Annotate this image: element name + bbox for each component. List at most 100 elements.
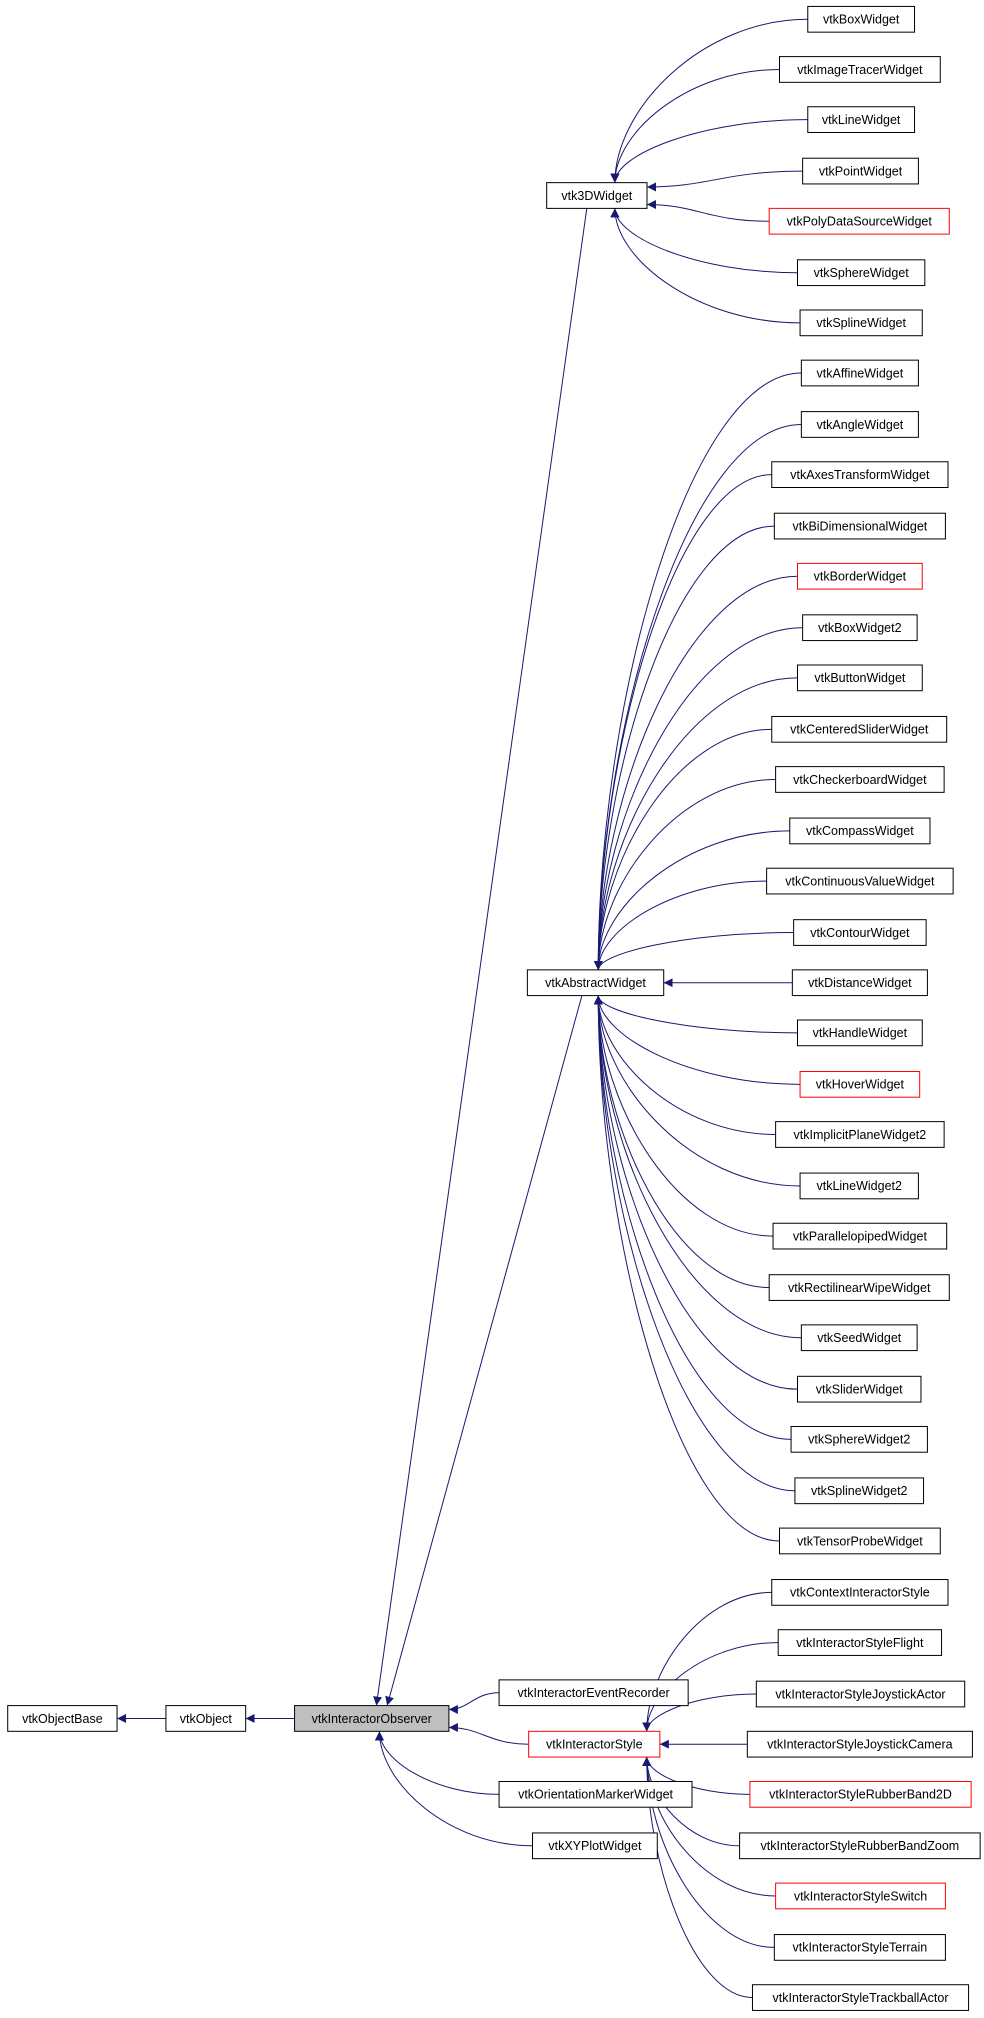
class-label: vtkBiDimensionalWidget xyxy=(792,519,927,533)
class-label: vtkInteractorStyleSwitch xyxy=(794,1889,927,1903)
class-label: vtkPolyDataSourceWidget xyxy=(787,215,933,229)
class-label: vtkContextInteractorStyle xyxy=(790,1586,930,1600)
class-label: vtkLineWidget2 xyxy=(816,1179,902,1193)
inheritance-edge xyxy=(593,778,776,970)
inheritance-edge xyxy=(593,372,802,970)
class-box xyxy=(791,969,928,997)
inheritance-edge xyxy=(593,995,770,1289)
class-label: vtkInteractorStyleRubberBandZoom xyxy=(761,1839,960,1853)
class-label: vtkSplineWidget xyxy=(816,316,906,330)
class-label: vtkRectilinearWipeWidget xyxy=(788,1281,931,1295)
class-label: vtkCompassWidget xyxy=(806,824,914,838)
inheritance-edge xyxy=(593,995,776,1135)
class-label: vtkInteractorStyleJoystickCamera xyxy=(767,1737,953,1751)
class-box xyxy=(807,106,916,133)
inheritance-edge xyxy=(593,830,790,970)
inheritance-edge xyxy=(642,1642,779,1732)
class-box xyxy=(772,1222,948,1250)
class-box xyxy=(768,207,950,235)
class-label: vtkAffineWidget xyxy=(817,366,904,380)
class-label: vtkPointWidget xyxy=(819,164,903,178)
inheritance-edge xyxy=(593,995,792,1440)
class-label: vtkSliderWidget xyxy=(816,1382,903,1396)
class-label: vtkInteractorStyleRubberBand2D xyxy=(769,1788,952,1802)
class-label: vtkImageTracerWidget xyxy=(797,63,923,77)
inheritance-edge xyxy=(593,677,798,970)
inheritance-edge xyxy=(642,1591,772,1732)
class-box xyxy=(739,1832,981,1860)
class-box xyxy=(796,259,926,287)
class-box xyxy=(546,182,648,209)
class-label: vtkSeedWidget xyxy=(817,1331,902,1345)
inheritance-edge xyxy=(642,1757,740,1847)
class-box xyxy=(800,1324,918,1352)
class-box xyxy=(532,1832,658,1860)
class-label: vtkTensorProbeWidget xyxy=(797,1534,923,1548)
inheritance-edge xyxy=(448,1722,529,1745)
class-box xyxy=(165,1705,247,1732)
class-box xyxy=(778,1527,941,1555)
class-box xyxy=(802,157,919,185)
inheritance-edge xyxy=(593,995,802,1339)
class-box xyxy=(498,1679,689,1707)
class-box xyxy=(790,1425,928,1453)
inheritance-edge xyxy=(593,932,794,970)
class-label: vtkBorderWidget xyxy=(814,570,907,584)
class-box xyxy=(796,664,923,692)
class-label: vtkOrientationMarkerWidget xyxy=(518,1788,673,1802)
inheritance-edge xyxy=(373,208,588,1706)
class-box xyxy=(799,309,923,337)
class-label: vtkAngleWidget xyxy=(816,418,903,432)
class-box xyxy=(789,817,931,845)
inheritance-edge xyxy=(642,1757,776,1897)
inheritance-edge xyxy=(610,208,801,324)
class-label: vtkInteractorStyleJoystickActor xyxy=(775,1687,945,1701)
class-label: vtkDistanceWidget xyxy=(808,976,912,990)
inheritance-edge xyxy=(593,995,774,1237)
class-label: vtkObject xyxy=(180,1712,233,1726)
class-box xyxy=(498,1780,693,1808)
class-box xyxy=(528,1730,661,1758)
class-label: vtkInteractorEventRecorder xyxy=(518,1686,670,1700)
class-label: vtkBoxWidget xyxy=(823,13,900,27)
class-box xyxy=(799,1172,919,1200)
class-box xyxy=(773,1934,946,1961)
class-box xyxy=(775,1121,945,1148)
class-label: vtkCheckerboardWidget xyxy=(793,773,927,787)
class-label: vtkButtonWidget xyxy=(814,671,906,685)
class-label: vtkInteractorStyleTerrain xyxy=(792,1941,927,1955)
inheritance-edge xyxy=(593,995,795,1492)
class-box xyxy=(771,1579,949,1606)
inheritance-edge xyxy=(593,627,803,970)
class-box xyxy=(771,715,948,743)
inheritance-edge xyxy=(610,18,808,183)
class-label: vtkAbstractWidget xyxy=(545,976,646,990)
class-label: vtkHandleWidget xyxy=(813,1026,908,1040)
class-box xyxy=(778,56,941,83)
inheritance-edge xyxy=(610,68,780,183)
class-box xyxy=(766,867,954,895)
class-label: vtkInteractorStyleTrackballActor xyxy=(773,1991,949,2005)
class-box xyxy=(746,1730,973,1758)
class-box xyxy=(799,1070,921,1098)
class-box xyxy=(796,1019,923,1047)
inheritance-edge xyxy=(593,995,798,1390)
class-label: vtkHoverWidget xyxy=(816,1078,905,1092)
class-box xyxy=(7,1705,118,1732)
inheritance-edge xyxy=(646,200,770,222)
class-label: vtkSplineWidget2 xyxy=(811,1484,908,1498)
inheritance-edge xyxy=(593,995,798,1034)
class-label: vtkImplicitPlaneWidget2 xyxy=(794,1128,927,1142)
class-label: vtkBoxWidget2 xyxy=(818,621,901,635)
class-label: vtkObjectBase xyxy=(22,1712,103,1726)
class-box xyxy=(775,766,945,793)
class-label: vtkContinuousValueWidget xyxy=(785,874,935,888)
class-label: vtkXYPlotWidget xyxy=(548,1839,642,1853)
class-box xyxy=(773,512,946,540)
class-box xyxy=(796,1375,922,1403)
class-box xyxy=(749,1780,972,1808)
inheritance-edge xyxy=(593,995,801,1085)
class-box xyxy=(793,919,927,946)
